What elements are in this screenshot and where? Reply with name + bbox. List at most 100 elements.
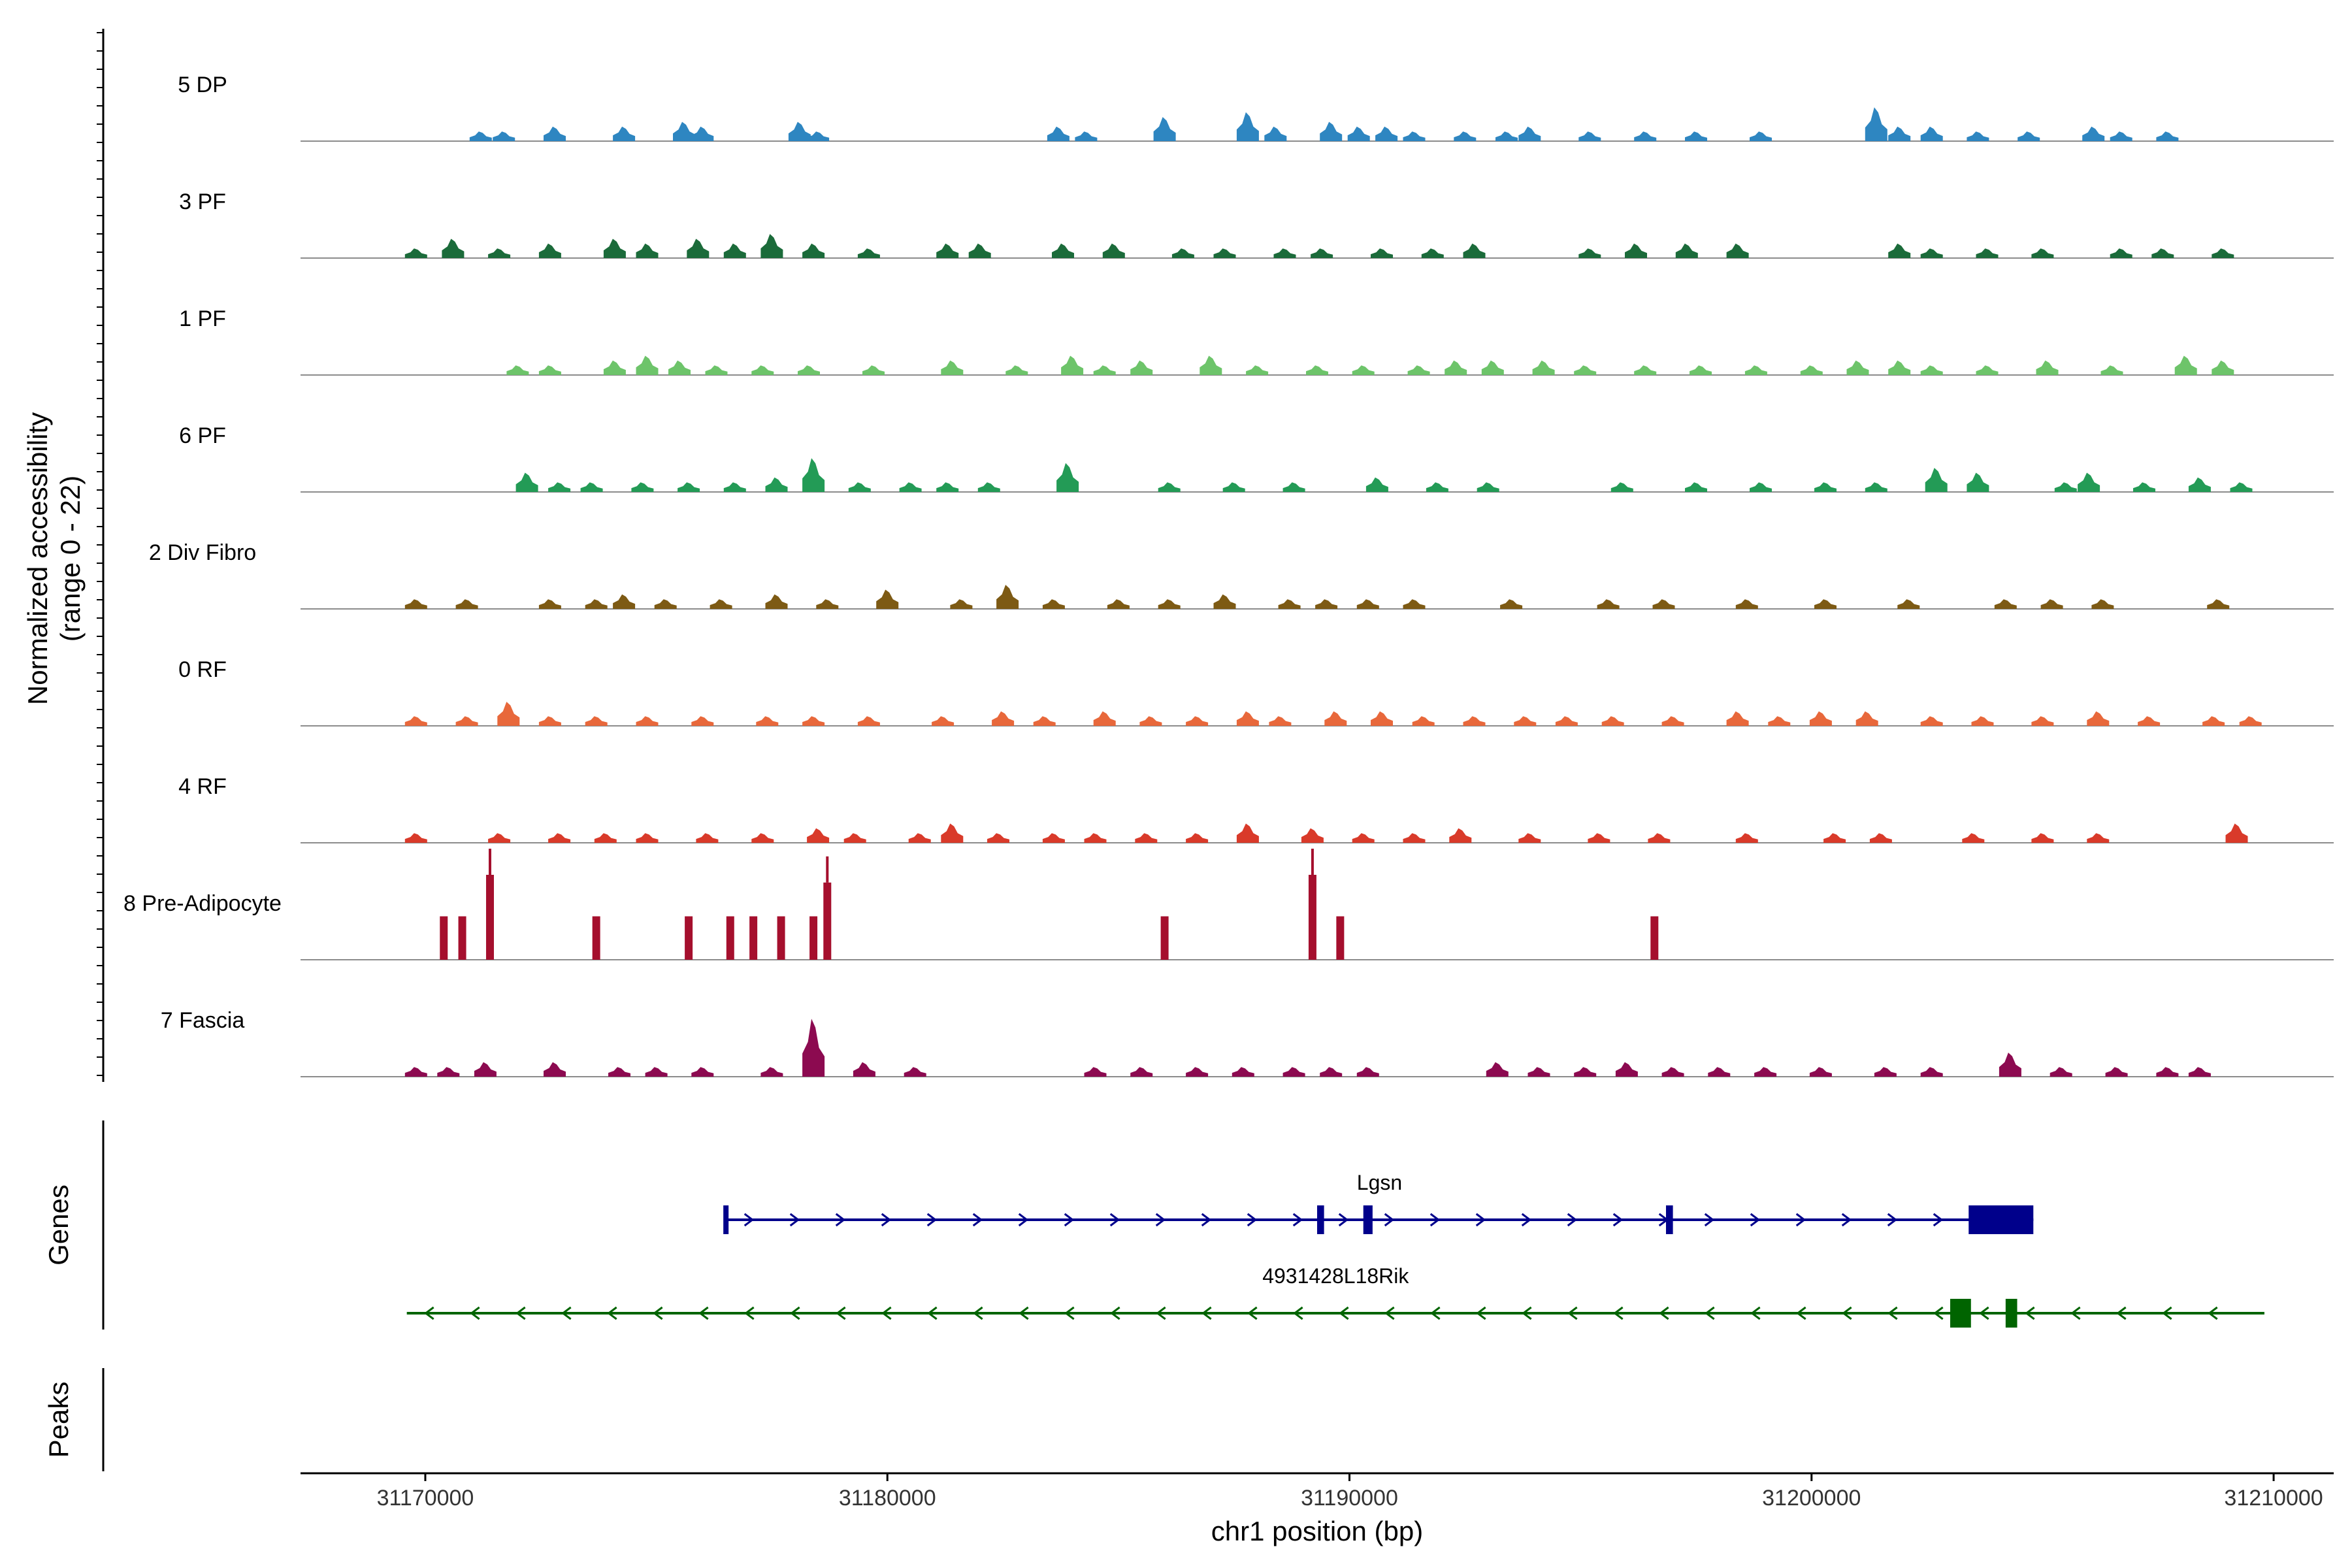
strand-chevron: [744, 1306, 755, 1320]
coverage-peak: [1750, 131, 1772, 141]
coverage-peak: [760, 234, 783, 258]
track-2-div-fibro: 2 Div Fibro: [149, 540, 2334, 610]
track-label: 6 PF: [179, 423, 226, 448]
coverage-peak: [816, 599, 839, 609]
coverage-peak: [1336, 916, 1345, 960]
coverage-peak: [544, 1062, 566, 1077]
coverage-peak: [1823, 833, 1846, 843]
strand-chevron: [789, 1213, 800, 1227]
coverage-peak: [1056, 463, 1079, 492]
strand-chevron: [1933, 1213, 1944, 1227]
coverage-peak: [1750, 482, 1772, 492]
coverage-peak: [1375, 126, 1398, 141]
coverage-peak: [1320, 1067, 1343, 1077]
coverage-peak: [1042, 599, 1065, 609]
coverage-peak: [2078, 472, 2100, 492]
coverage-peak: [1650, 916, 1659, 960]
coverage-peak: [1800, 365, 1823, 375]
coverage-peak: [1597, 599, 1620, 609]
strand-chevron: [1979, 1306, 1989, 1320]
coverage-peak: [631, 482, 654, 492]
coverage-peak: [1463, 716, 1486, 726]
coverage-peak: [751, 365, 774, 375]
track-label: 4 RF: [178, 774, 227, 799]
coverage-peak: [1708, 1067, 1731, 1077]
coverage-peak: [1888, 243, 1911, 258]
strand-chevron: [1522, 1306, 1532, 1320]
coverage-peak: [2133, 482, 2155, 492]
coverage-peak: [1754, 1067, 1777, 1077]
coverage-peak: [857, 248, 880, 258]
coverage-peak: [1865, 482, 1887, 492]
coverage-peak: [585, 599, 608, 609]
coverage-peak: [603, 238, 626, 258]
coverage-spike: [1311, 849, 1314, 875]
coverage-peak: [941, 360, 964, 375]
coverage-peak: [765, 594, 788, 609]
coverage-peak: [1846, 360, 1869, 375]
coverage-peak: [636, 716, 659, 726]
strand-chevron: [2025, 1306, 2035, 1320]
strand-chevron: [424, 1306, 434, 1320]
coverage-tracks: 5 DP 3 PF 1 PF 6 PF 2 Div Fibro 0 RF 4 RF 8 Pre…: [123, 73, 2334, 1077]
coverage-peak: [1920, 1067, 1943, 1077]
strand-chevron: [1659, 1306, 1669, 1320]
coverage-peak: [1888, 360, 1911, 375]
coverage-peak: [458, 916, 466, 960]
gene-annotations: Lgsn 4931428L18Rik: [406, 1171, 2264, 1328]
coverage-peak: [1477, 482, 1499, 492]
coverage-peak: [2212, 360, 2234, 375]
coverage-peak: [1236, 823, 1259, 843]
coverage-peak: [1661, 1067, 1684, 1077]
coverage-peak: [544, 126, 566, 141]
coverage-peak: [1356, 599, 1379, 609]
coverage-peak: [1454, 131, 1477, 141]
coverage-peak: [968, 243, 991, 258]
coverage-peak: [1809, 1067, 1832, 1077]
coverage-peak: [1356, 1067, 1379, 1077]
coverage-peak: [1033, 716, 1056, 726]
strand-chevron: [1339, 1306, 1349, 1320]
coverage-peak: [636, 355, 659, 375]
peaks-panel-label: Peaks: [43, 1382, 74, 1458]
coverage-peak: [1371, 248, 1393, 258]
coverage-peak: [1967, 131, 1989, 141]
strand-chevron: [561, 1306, 572, 1320]
strand-chevron: [2162, 1306, 2172, 1320]
coverage-peak: [1574, 365, 1597, 375]
coverage-peak: [1610, 482, 1633, 492]
coverage-peak: [1365, 477, 1388, 492]
coverage-peak: [2050, 1067, 2072, 1077]
coverage-peak: [2100, 365, 2123, 375]
coverage-peak: [1744, 365, 1767, 375]
x-tick-label: 31200000: [1762, 1486, 1861, 1511]
coverage-peak: [1246, 365, 1269, 375]
coverage-peak: [1518, 126, 1541, 141]
coverage-peak: [853, 1062, 875, 1077]
coverage-peak: [636, 833, 659, 843]
coverage-peak: [1574, 1067, 1597, 1077]
coverage-peak: [1445, 360, 1467, 375]
coverage-peak: [1093, 711, 1116, 726]
strand-chevron: [1429, 1213, 1441, 1227]
strand-chevron: [1384, 1306, 1395, 1320]
strand-chevron: [743, 1213, 755, 1227]
coverage-peak: [1139, 716, 1162, 726]
track-3-pf: 3 PF: [179, 189, 2334, 259]
coverage-peak: [1186, 1067, 1209, 1077]
coverage-peak: [2017, 131, 2040, 141]
coverage-peak: [2151, 248, 2174, 258]
coverage-peak: [2036, 360, 2059, 375]
coverage-peak: [1347, 126, 1370, 141]
coverage-peak: [613, 126, 636, 141]
strand-chevron: [1476, 1306, 1486, 1320]
coverage-peak: [603, 360, 626, 375]
strand-chevron: [1933, 1306, 1944, 1320]
exon: [1363, 1205, 1373, 1234]
strand-chevron: [972, 1213, 983, 1227]
strand-chevron: [1887, 1306, 1898, 1320]
coverage-peak: [404, 599, 427, 609]
coverage-peak: [1652, 599, 1675, 609]
coverage-peak: [809, 916, 818, 960]
